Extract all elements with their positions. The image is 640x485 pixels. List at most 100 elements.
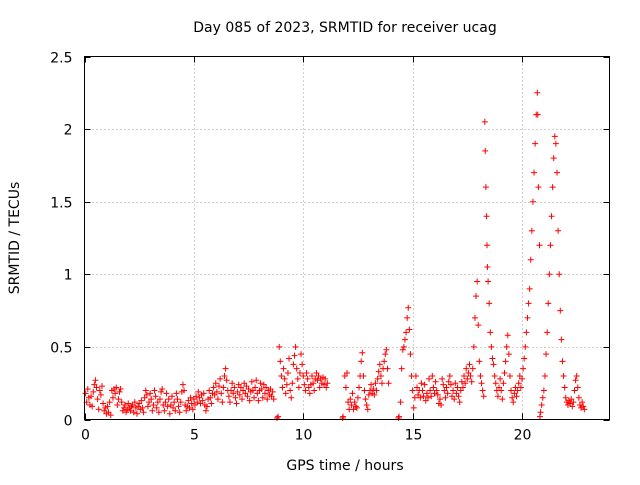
data-point bbox=[189, 406, 196, 413]
data-point bbox=[150, 401, 157, 408]
data-point bbox=[306, 390, 313, 397]
data-point bbox=[537, 409, 544, 416]
data-point bbox=[149, 407, 156, 414]
data-point bbox=[424, 394, 431, 401]
data-point bbox=[436, 396, 443, 403]
data-point bbox=[131, 399, 138, 406]
data-point bbox=[183, 407, 190, 414]
data-point bbox=[433, 387, 440, 394]
data-point bbox=[370, 386, 377, 393]
data-point bbox=[405, 304, 412, 311]
data-point bbox=[540, 387, 547, 394]
y-axis-label: SRMTID / TECUs bbox=[7, 182, 23, 295]
data-point bbox=[411, 394, 418, 401]
axis-ticks: 0 5 10 15 20 0 0.5 1 1.5 2 2.5 bbox=[50, 51, 610, 444]
data-point bbox=[162, 399, 169, 406]
data-point bbox=[438, 401, 445, 408]
data-point bbox=[200, 390, 207, 397]
data-point bbox=[259, 394, 266, 401]
data-point bbox=[464, 375, 471, 382]
data-point bbox=[303, 370, 310, 377]
data-point bbox=[233, 400, 240, 407]
data-point bbox=[344, 370, 350, 377]
data-point bbox=[236, 391, 243, 398]
data-point bbox=[570, 399, 577, 406]
data-point bbox=[499, 396, 506, 403]
data-point bbox=[314, 377, 321, 384]
data-point bbox=[278, 372, 285, 379]
data-point bbox=[427, 387, 434, 394]
data-point bbox=[361, 387, 368, 394]
data-point bbox=[288, 394, 295, 401]
data-point bbox=[404, 314, 411, 321]
data-point bbox=[120, 404, 127, 411]
data-point bbox=[252, 384, 259, 391]
y-tick-label: 1 bbox=[64, 268, 73, 284]
data-point bbox=[222, 365, 229, 372]
data-point bbox=[421, 381, 428, 388]
data-point bbox=[412, 372, 419, 379]
data-point bbox=[503, 343, 510, 350]
data-point bbox=[554, 169, 560, 176]
data-point bbox=[442, 394, 449, 401]
data-point bbox=[550, 155, 557, 162]
grid-lines bbox=[84, 56, 610, 420]
data-point bbox=[310, 380, 317, 387]
x-tick-label: 0 bbox=[81, 428, 90, 444]
data-point bbox=[536, 413, 543, 420]
data-point bbox=[116, 388, 123, 395]
y-tick-label: 1.5 bbox=[50, 196, 72, 212]
data-point bbox=[121, 401, 128, 408]
data-point bbox=[352, 403, 359, 410]
data-point bbox=[195, 388, 202, 395]
data-point bbox=[304, 375, 311, 382]
data-point bbox=[429, 372, 436, 379]
data-point bbox=[506, 372, 513, 379]
data-point bbox=[558, 336, 565, 343]
data-point bbox=[539, 394, 546, 401]
data-point bbox=[544, 329, 551, 336]
data-point bbox=[368, 381, 375, 388]
data-point bbox=[359, 349, 366, 356]
data-point bbox=[356, 384, 363, 391]
data-point bbox=[106, 399, 113, 406]
data-point bbox=[510, 399, 517, 406]
data-point bbox=[409, 387, 416, 394]
data-point bbox=[497, 375, 504, 382]
data-point bbox=[373, 387, 380, 394]
data-point bbox=[142, 387, 149, 394]
data-point bbox=[143, 391, 150, 398]
x-tick-label: 10 bbox=[295, 428, 313, 444]
data-point bbox=[572, 377, 579, 384]
data-point bbox=[407, 351, 414, 358]
data-point bbox=[94, 396, 101, 403]
data-point bbox=[216, 383, 223, 390]
data-point bbox=[147, 390, 154, 397]
data-point bbox=[401, 336, 408, 343]
data-point bbox=[500, 380, 507, 387]
data-point bbox=[298, 351, 305, 358]
data-point bbox=[176, 409, 183, 416]
data-point bbox=[269, 388, 276, 395]
data-point bbox=[446, 372, 453, 379]
data-point bbox=[172, 407, 179, 414]
data-point bbox=[274, 415, 280, 422]
data-point bbox=[218, 390, 225, 397]
data-point bbox=[443, 384, 450, 391]
data-point bbox=[193, 393, 200, 400]
data-point bbox=[194, 399, 201, 406]
data-point bbox=[501, 370, 508, 377]
data-point bbox=[347, 396, 354, 403]
data-point bbox=[377, 372, 384, 379]
data-point bbox=[455, 393, 462, 400]
y-tick-label: 2.5 bbox=[50, 51, 72, 67]
data-point bbox=[527, 256, 534, 263]
data-point bbox=[469, 365, 476, 372]
data-point bbox=[505, 351, 512, 358]
data-point bbox=[99, 383, 105, 390]
data-point bbox=[538, 401, 545, 408]
data-point bbox=[179, 381, 186, 388]
data-point bbox=[290, 361, 297, 368]
data-point bbox=[220, 384, 227, 391]
data-point bbox=[491, 372, 498, 379]
